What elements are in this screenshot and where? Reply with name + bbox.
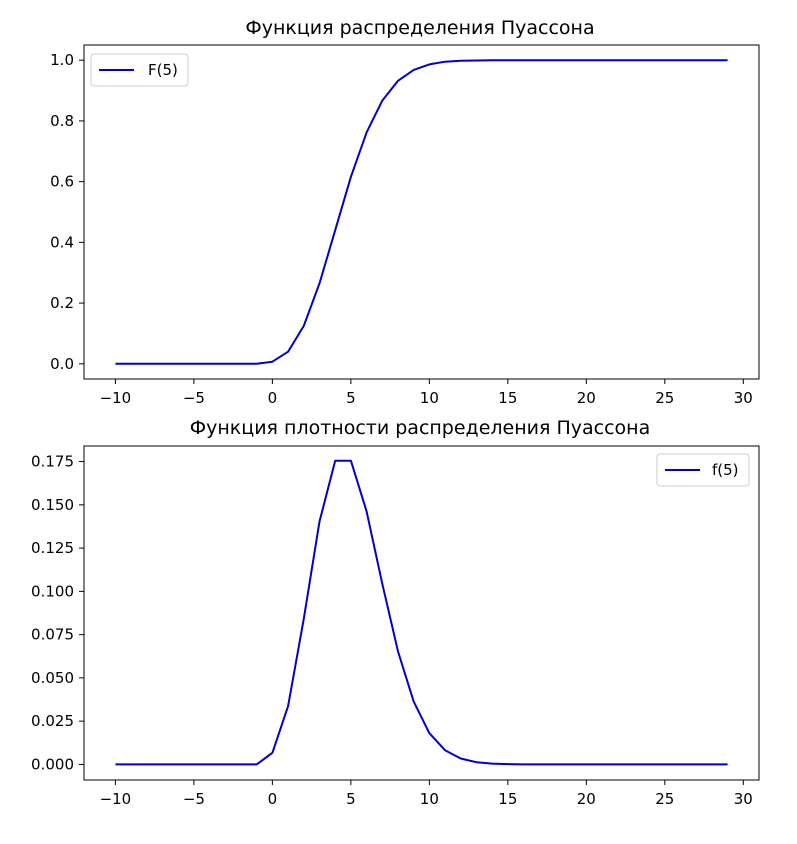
chart-pmf-y-tick-label: 0.125 — [31, 539, 74, 557]
chart-pmf-x-tick-label: −5 — [183, 790, 205, 808]
chart-cdf-x-tick-label: 5 — [346, 389, 356, 407]
chart-cdf-x-tick-label: 10 — [420, 389, 439, 407]
chart-cdf-x-tick-label: 0 — [268, 389, 278, 407]
chart-pmf-x-tick-label: 10 — [420, 790, 439, 808]
chart-cdf-y-tick-label: 0.6 — [50, 173, 74, 191]
chart-pmf-axes-frame — [83, 445, 760, 781]
chart-cdf-series-line-0 — [115, 59, 728, 365]
chart-pmf-y-tick-label: 0.050 — [31, 669, 74, 687]
chart-cdf-axes-frame — [83, 44, 760, 380]
chart-pmf-legend: f(5) — [656, 453, 750, 487]
chart-pmf-y-tick-label: 0.100 — [31, 582, 74, 600]
chart-cdf-x-tick-label: −10 — [100, 389, 132, 407]
chart-cdf-legend: F(5) — [90, 53, 189, 87]
chart-cdf-x-tick-label: 20 — [577, 389, 596, 407]
chart-cdf-legend-box — [90, 53, 189, 87]
chart-cdf-x-tick-label: 15 — [498, 389, 517, 407]
chart-cdf-x-tick-label: −5 — [183, 389, 205, 407]
chart-pmf-x-tick-label: −10 — [100, 790, 132, 808]
chart-pmf: Функция плотности распределения Пуассона… — [31, 417, 760, 808]
chart-pmf-y-tick-label: 0.150 — [31, 496, 74, 514]
chart-cdf-y-tick-label: 1.0 — [50, 51, 74, 69]
chart-pmf-x-tick-label: 15 — [498, 790, 517, 808]
chart-cdf-title: Функция распределения Пуассона — [245, 17, 594, 39]
chart-pmf-x-ticks: −10 −5 0 5 10 15 20 25 30 — [100, 780, 753, 808]
chart-pmf-legend-box — [656, 453, 750, 487]
chart-pmf-y-tick-label: 0.075 — [31, 626, 74, 644]
chart-pmf-series — [115, 459, 728, 766]
chart-pmf-legend-label: f(5) — [712, 461, 739, 479]
chart-cdf-y-tick-label: 0.2 — [50, 294, 74, 312]
chart-cdf-y-ticks: 0.0 0.2 0.4 0.6 0.8 1.0 — [50, 51, 84, 373]
chart-cdf-y-tick-label: 0.8 — [50, 112, 74, 130]
chart-pmf-x-tick-label: 30 — [734, 790, 753, 808]
chart-pmf-series-line-0 — [115, 459, 728, 766]
chart-cdf-y-tick-label: 0.0 — [50, 355, 74, 373]
chart-cdf-x-tick-label: 25 — [655, 389, 674, 407]
chart-pmf-y-tick-label: 0.025 — [31, 712, 74, 730]
chart-cdf-x-ticks: −10 −5 0 5 10 15 20 25 30 — [100, 379, 753, 407]
chart-pmf-x-tick-label: 0 — [268, 790, 278, 808]
chart-pmf-x-tick-label: 25 — [655, 790, 674, 808]
chart-pmf-y-tick-label: 0.000 — [31, 755, 74, 773]
chart-cdf-legend-label: F(5) — [148, 61, 178, 79]
chart-cdf-series — [115, 59, 728, 365]
chart-cdf: Функция распределения Пуассона 0.0 0.2 0.4… — [50, 17, 760, 407]
chart-cdf-x-tick-label: 30 — [734, 389, 753, 407]
chart-pmf-x-tick-label: 20 — [577, 790, 596, 808]
chart-pmf-y-tick-label: 0.175 — [31, 453, 74, 471]
chart-cdf-y-tick-label: 0.4 — [50, 233, 74, 251]
chart-pmf-y-ticks: 0.000 0.025 0.050 0.075 0.100 0.125 0.150 0.175 — [31, 453, 84, 773]
chart-pmf-x-tick-label: 5 — [346, 790, 356, 808]
chart-pmf-title: Функция плотности распределения Пуассона — [190, 417, 650, 439]
